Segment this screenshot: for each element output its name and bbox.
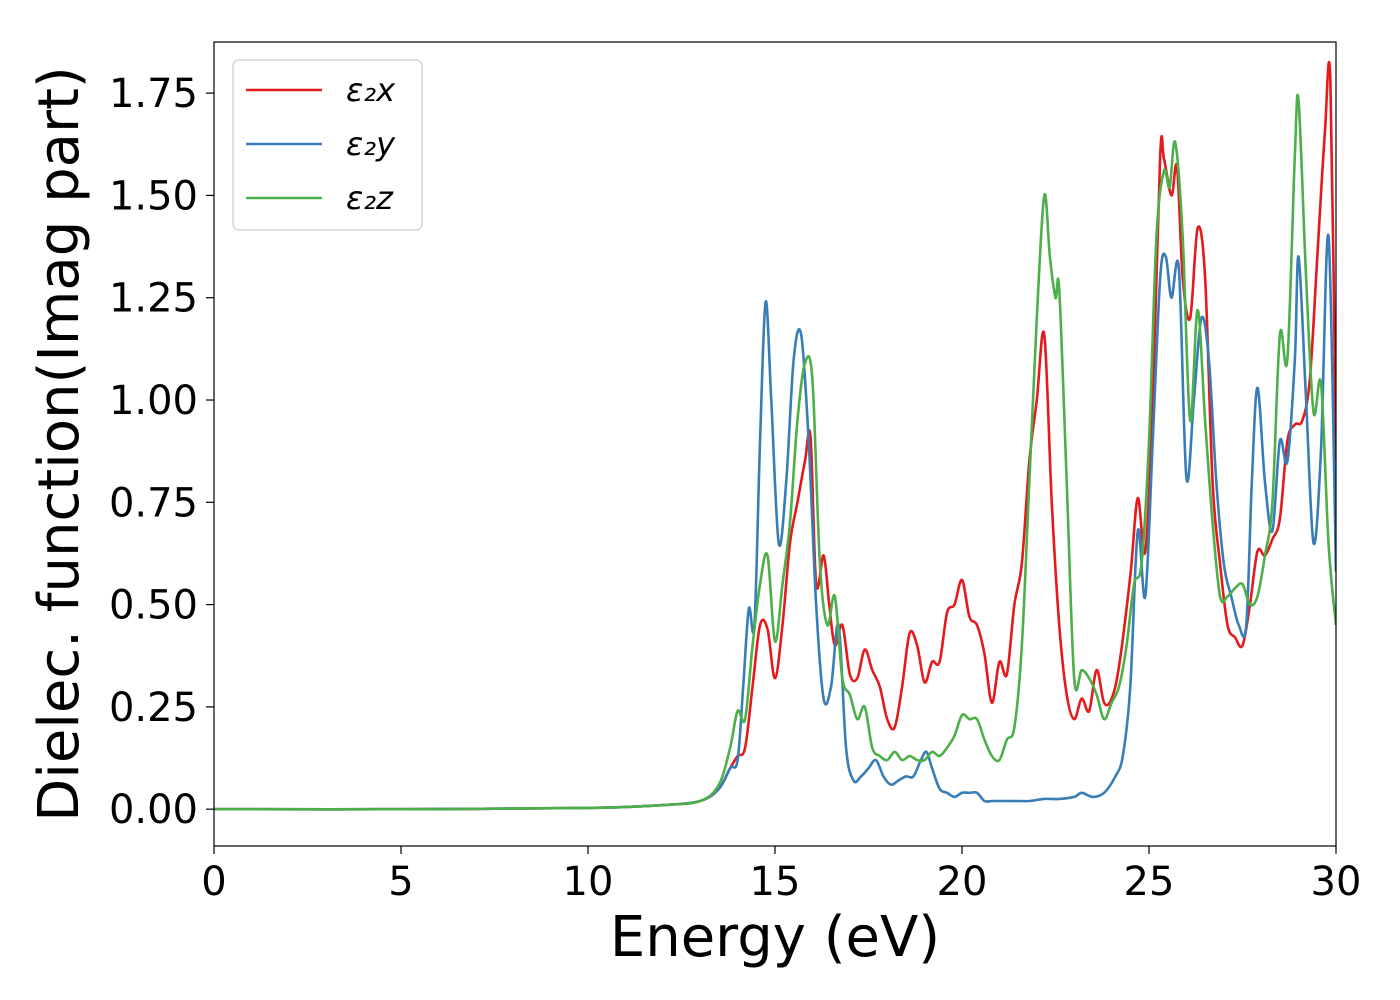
legend: ε₂x ε₂y ε₂z bbox=[232, 59, 423, 231]
x-axis-ticks: 0 5 10 15 20 25 30 bbox=[201, 846, 1361, 905]
x-tick-label: 0 bbox=[201, 859, 226, 905]
y-tick-label: 1.75 bbox=[109, 71, 198, 117]
x-axis-label: Energy (eV) bbox=[610, 905, 940, 970]
legend-label-3: ε₂z bbox=[346, 179, 394, 217]
y-tick-label: 1.50 bbox=[109, 173, 198, 219]
y-tick-label: 0.75 bbox=[109, 480, 198, 526]
y-tick-label: 1.00 bbox=[109, 378, 198, 424]
x-tick-label: 10 bbox=[563, 859, 614, 905]
legend-label-1: ε₂x bbox=[346, 71, 396, 109]
y-tick-label: 1.25 bbox=[109, 276, 198, 322]
x-tick-label: 5 bbox=[388, 859, 413, 905]
y-axis-ticks: 0.00 0.25 0.50 0.75 1.00 1.25 1.50 1.75 bbox=[109, 71, 214, 833]
y-tick-label: 0.25 bbox=[109, 685, 198, 731]
y-tick-label: 0.50 bbox=[109, 583, 198, 629]
x-tick-label: 30 bbox=[1311, 859, 1362, 905]
series-layer bbox=[214, 60, 1336, 811]
x-tick-label: 25 bbox=[1124, 859, 1175, 905]
x-tick-label: 20 bbox=[937, 859, 988, 905]
series-line-3 bbox=[214, 93, 1336, 811]
x-tick-label: 15 bbox=[750, 859, 801, 905]
legend-box bbox=[232, 59, 423, 231]
series-line-2 bbox=[214, 233, 1336, 811]
y-axis-label: Dielec. function(Imag part) bbox=[27, 66, 92, 822]
y-tick-label: 0.00 bbox=[109, 787, 198, 833]
legend-label-2: ε₂y bbox=[346, 125, 396, 163]
